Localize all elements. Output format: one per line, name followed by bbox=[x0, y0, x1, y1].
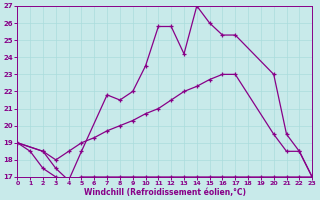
X-axis label: Windchill (Refroidissement éolien,°C): Windchill (Refroidissement éolien,°C) bbox=[84, 188, 246, 197]
